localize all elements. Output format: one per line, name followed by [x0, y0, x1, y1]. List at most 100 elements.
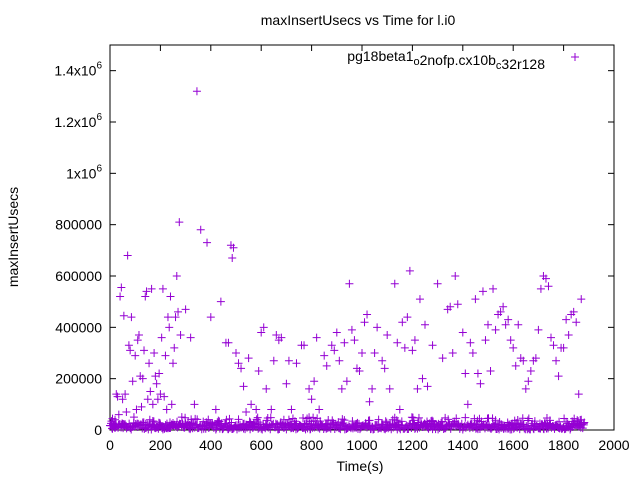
y-tick-label: 1x106: [66, 163, 102, 181]
data-point: [368, 384, 377, 393]
data-point: [171, 313, 180, 322]
data-point: [196, 225, 205, 234]
data-point: [155, 369, 164, 378]
data-point: [330, 346, 339, 355]
data-point: [299, 413, 308, 422]
data-point: [133, 336, 142, 345]
data-point: [134, 331, 143, 340]
data-point: [127, 313, 136, 322]
data-point: [229, 243, 238, 252]
data-point: [257, 328, 266, 337]
data-point: [269, 356, 278, 365]
data-point: [172, 272, 181, 280]
data-point: [245, 417, 254, 426]
data-point: [397, 417, 406, 426]
x-tick-label: 1200: [397, 437, 428, 453]
y-tick-label: 200000: [55, 371, 102, 387]
data-point: [486, 366, 495, 375]
data-point: [266, 425, 275, 434]
data-point: [363, 310, 372, 319]
data-point: [395, 405, 404, 414]
data-point: [438, 354, 447, 363]
data-point: [523, 416, 532, 425]
data-point: [446, 302, 455, 311]
x-tick-label: 800: [300, 437, 324, 453]
data-point: [353, 418, 362, 427]
data-point: [421, 320, 429, 329]
y-axis-label: maxInsertUsecs: [5, 187, 21, 287]
data-point: [405, 266, 414, 275]
data-point: [181, 305, 190, 314]
data-point: [380, 364, 389, 373]
data-point: [409, 416, 418, 425]
data-point: [526, 366, 535, 375]
plot-frame: [109, 44, 615, 431]
data-point: [340, 338, 349, 347]
data-point: [287, 405, 296, 414]
chart-title: maxInsertUsecs vs Time for l.i0: [261, 12, 456, 28]
data-point: [254, 418, 263, 427]
data-point: [267, 405, 276, 414]
data-point: [232, 349, 240, 357]
data-point: [478, 287, 487, 296]
data-point: [388, 415, 397, 424]
data-point: [190, 400, 199, 409]
data-point: [228, 254, 237, 263]
data-point: [303, 414, 312, 423]
data-point: [203, 238, 212, 247]
data-point: [166, 292, 175, 301]
data-point: [253, 413, 262, 422]
data-point: [254, 366, 263, 375]
data-point: [347, 325, 356, 334]
data-point: [403, 313, 412, 322]
data-point: [552, 356, 561, 365]
data-point: [114, 410, 123, 419]
data-point: [365, 416, 374, 425]
data-point: [453, 300, 462, 309]
data-point: [489, 284, 498, 293]
data-point: [484, 320, 492, 329]
data-point: [140, 346, 149, 355]
data-point: [392, 416, 401, 425]
data-point: [131, 351, 140, 360]
data-point: [139, 418, 148, 427]
x-tick-label: 1800: [548, 437, 579, 453]
data-point: [177, 413, 186, 422]
data-point: [569, 307, 578, 316]
data-point: [275, 425, 284, 434]
data-point: [310, 377, 319, 386]
data-point: [554, 372, 563, 381]
data-point: [206, 313, 215, 322]
data-point: [491, 416, 500, 425]
data-point: [572, 318, 581, 327]
data-point: [444, 415, 453, 424]
data-point: [141, 292, 150, 301]
data-point: [165, 323, 174, 332]
data-point: [370, 349, 379, 357]
data-point: [277, 333, 286, 342]
data-point: [463, 400, 472, 409]
data-point: [161, 351, 170, 360]
data-point: [562, 315, 571, 324]
data-point: [545, 416, 554, 425]
data-point: [282, 379, 291, 388]
data-point: [471, 295, 480, 304]
data-point: [433, 279, 442, 288]
data-point: [393, 338, 402, 347]
data-point: [300, 341, 309, 350]
data-point: [152, 379, 161, 388]
data-point: [476, 379, 485, 388]
data-point: [544, 282, 553, 291]
data-point: [150, 349, 159, 357]
data-point: [126, 346, 135, 355]
data-point: [118, 395, 127, 404]
data-point: [390, 279, 399, 288]
data-point: [121, 390, 130, 399]
data-point: [145, 359, 154, 368]
data-point: [400, 343, 409, 352]
data-point: [448, 349, 457, 357]
data-point: [547, 333, 555, 342]
data-point: [224, 338, 233, 347]
data-point: [564, 331, 573, 340]
data-point: [167, 400, 176, 409]
